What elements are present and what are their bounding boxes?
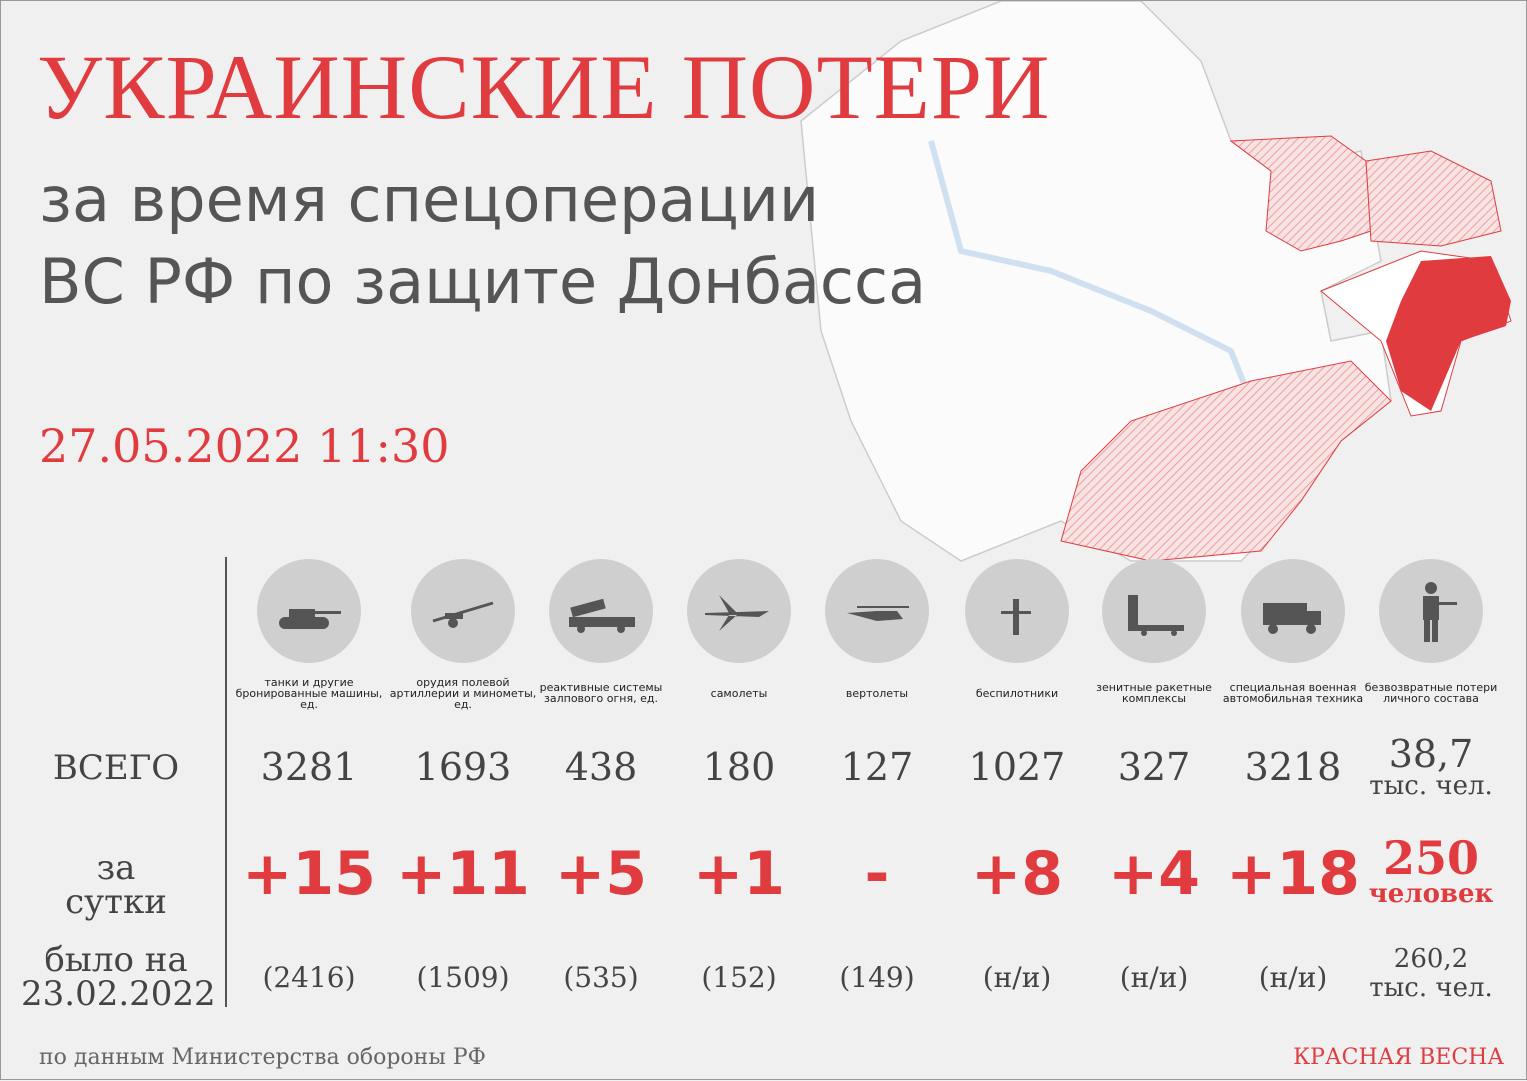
total-value: 127 [840, 745, 914, 789]
icon-circle [234, 559, 384, 663]
total-value: 1027 [968, 745, 1066, 789]
prewar-value: (1509) [416, 961, 510, 994]
was-line1: было на [44, 940, 188, 980]
category-caption: специальная военная автомобильная техник… [1222, 681, 1364, 705]
daily-change: +18 [1226, 839, 1360, 909]
category-caption: самолеты [710, 686, 768, 700]
prewar-value: (н/и) [982, 961, 1052, 994]
total-value-personnel: 38,7 тыс. чел. [1356, 735, 1506, 799]
icon-circle [1079, 559, 1229, 663]
category-caption: безвозвратные потери личного состава [1364, 681, 1498, 705]
row-label-day: за сутки [65, 848, 167, 922]
prewar-value: (н/и) [1258, 961, 1328, 994]
total-value: 38,7 [1388, 732, 1474, 776]
icon-circle [802, 559, 952, 663]
icon-circle [526, 559, 676, 663]
total-value: 180 [702, 745, 776, 789]
daily-change: +11 [396, 839, 530, 909]
daily-change: +5 [554, 839, 648, 909]
page-title: УКРАИНСКИЕ ПОТЕРИ [37, 36, 1051, 138]
prewar-value: (535) [563, 961, 639, 994]
prewar-value: 260,2 [1393, 944, 1469, 974]
drone-icon [1001, 599, 1031, 635]
source-note: по данным Министерства обороны РФ [39, 1045, 486, 1070]
row-label-total: ВСЕГО [52, 748, 180, 788]
sam-icon [1128, 595, 1184, 636]
total-value: 327 [1117, 745, 1191, 789]
prewar-value: (149) [839, 961, 915, 994]
daily-change: +15 [242, 839, 376, 909]
icon-circle [664, 559, 814, 663]
category-caption: орудия полевой артиллерии и минометы, ед… [389, 675, 537, 711]
total-unit: тыс. чел. [1369, 771, 1493, 801]
total-value: 3218 [1244, 745, 1342, 789]
category-caption: беспилотники [975, 686, 1059, 700]
jet-icon [705, 595, 769, 631]
prewar-unit: тыс. чел. [1369, 972, 1493, 1003]
region-south-hatched [1060, 360, 1392, 562]
icon-circle [388, 559, 538, 663]
daily-unit: человек [1368, 879, 1494, 909]
icon-circle [1218, 559, 1368, 663]
daily-change: +1 [692, 839, 786, 909]
daily-change: +8 [970, 839, 1064, 909]
helicopter-icon [847, 606, 909, 621]
subtitle-line2: ВС РФ по защите Донбасса [39, 245, 927, 318]
subtitle-line1: за время спецоперации [39, 163, 820, 236]
daily-change-personnel: 250 человек [1356, 835, 1506, 907]
total-value: 438 [564, 745, 638, 789]
category-caption: вертолеты [845, 686, 909, 700]
prewar-value: (152) [701, 961, 777, 994]
icon-circle [942, 559, 1092, 663]
was-line2: 23.02.2022 [21, 974, 216, 1014]
region-kharkiv-hatched [1229, 135, 1372, 252]
icon-circle [1356, 559, 1506, 663]
prewar-value-personnel: 260,2 тыс. чел. [1356, 945, 1506, 1002]
category-caption: реактивные системы залпового огня, ед. [539, 681, 663, 705]
region-donetsk-lugansk-republics [1386, 256, 1511, 411]
region-lugansk-hatched [1365, 150, 1502, 247]
brand-logo: КРАСНАЯ ВЕСНА [1293, 1045, 1504, 1070]
divider [225, 557, 227, 1007]
total-value: 1693 [414, 745, 512, 789]
daily-change: +4 [1107, 839, 1201, 909]
row-label-was: было на 23.02.2022 [21, 940, 216, 1011]
truck-icon [1263, 603, 1321, 634]
report-date: 27.05.2022 11:30 [39, 419, 450, 473]
total-value: 3281 [260, 745, 358, 789]
category-caption: танки и другие бронированные машины, ед. [235, 675, 383, 711]
prewar-value: (н/и) [1119, 961, 1189, 994]
soldier-icon [1423, 582, 1457, 642]
daily-change: 250 [1382, 831, 1480, 885]
howitzer-icon [432, 601, 494, 628]
prewar-value: (2416) [262, 961, 356, 994]
rocket-launcher-icon [569, 598, 635, 633]
tank-icon [279, 609, 341, 629]
category-caption: зенитные ракетные комплексы [1096, 681, 1212, 705]
daily-change: - [864, 839, 890, 909]
